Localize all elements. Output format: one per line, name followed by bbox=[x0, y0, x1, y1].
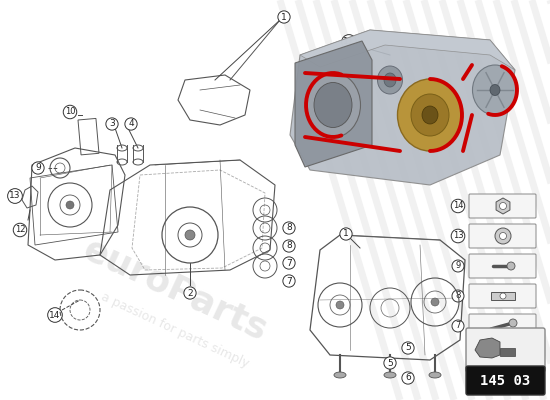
Text: 8: 8 bbox=[455, 292, 461, 300]
Text: 12: 12 bbox=[15, 226, 25, 234]
Ellipse shape bbox=[422, 106, 438, 124]
Text: 9: 9 bbox=[35, 164, 41, 172]
Circle shape bbox=[500, 293, 506, 299]
Text: 4: 4 bbox=[128, 120, 134, 128]
Circle shape bbox=[509, 319, 517, 327]
Text: 13: 13 bbox=[453, 232, 463, 240]
Text: 14: 14 bbox=[453, 202, 463, 210]
Circle shape bbox=[431, 298, 439, 306]
Text: 6: 6 bbox=[405, 374, 411, 382]
FancyBboxPatch shape bbox=[466, 366, 545, 395]
Text: 14: 14 bbox=[50, 310, 60, 320]
Circle shape bbox=[499, 202, 507, 210]
Text: 5: 5 bbox=[405, 344, 411, 352]
FancyBboxPatch shape bbox=[466, 328, 545, 372]
Text: 2: 2 bbox=[187, 288, 193, 298]
Ellipse shape bbox=[398, 79, 463, 151]
Text: 3: 3 bbox=[109, 120, 115, 128]
Text: a passion for parts simply: a passion for parts simply bbox=[99, 290, 251, 370]
Text: 9: 9 bbox=[455, 262, 461, 270]
Bar bbox=[500, 348, 515, 356]
Polygon shape bbox=[295, 41, 372, 167]
Ellipse shape bbox=[472, 65, 518, 115]
Polygon shape bbox=[475, 338, 500, 358]
Ellipse shape bbox=[377, 66, 403, 94]
Text: 10: 10 bbox=[65, 108, 75, 116]
Ellipse shape bbox=[384, 73, 396, 87]
Text: 11: 11 bbox=[343, 38, 355, 46]
Ellipse shape bbox=[305, 72, 360, 138]
Circle shape bbox=[185, 230, 195, 240]
Text: 8: 8 bbox=[286, 224, 292, 232]
FancyBboxPatch shape bbox=[469, 224, 536, 248]
Bar bbox=[78, 118, 99, 155]
Circle shape bbox=[336, 301, 344, 309]
Text: 145 03: 145 03 bbox=[480, 374, 530, 388]
Circle shape bbox=[507, 262, 515, 270]
Ellipse shape bbox=[429, 372, 441, 378]
Text: 13: 13 bbox=[9, 192, 21, 200]
Polygon shape bbox=[300, 30, 515, 70]
Ellipse shape bbox=[490, 84, 500, 96]
Bar bbox=[491, 292, 515, 300]
Text: 7: 7 bbox=[455, 322, 461, 330]
Polygon shape bbox=[290, 30, 515, 185]
FancyBboxPatch shape bbox=[469, 254, 536, 278]
FancyBboxPatch shape bbox=[469, 194, 536, 218]
Circle shape bbox=[499, 232, 507, 240]
Text: 5: 5 bbox=[387, 358, 393, 368]
Text: 7: 7 bbox=[286, 276, 292, 286]
Circle shape bbox=[495, 228, 511, 244]
Text: 8: 8 bbox=[286, 242, 292, 250]
FancyBboxPatch shape bbox=[469, 314, 536, 338]
Text: euroParts: euroParts bbox=[78, 232, 273, 348]
Ellipse shape bbox=[384, 372, 396, 378]
FancyBboxPatch shape bbox=[469, 284, 536, 308]
Ellipse shape bbox=[411, 94, 449, 136]
Ellipse shape bbox=[314, 82, 352, 128]
Circle shape bbox=[66, 201, 74, 209]
Text: 1: 1 bbox=[281, 12, 287, 22]
Text: 1: 1 bbox=[343, 230, 349, 238]
Ellipse shape bbox=[334, 372, 346, 378]
Text: 7: 7 bbox=[286, 258, 292, 268]
